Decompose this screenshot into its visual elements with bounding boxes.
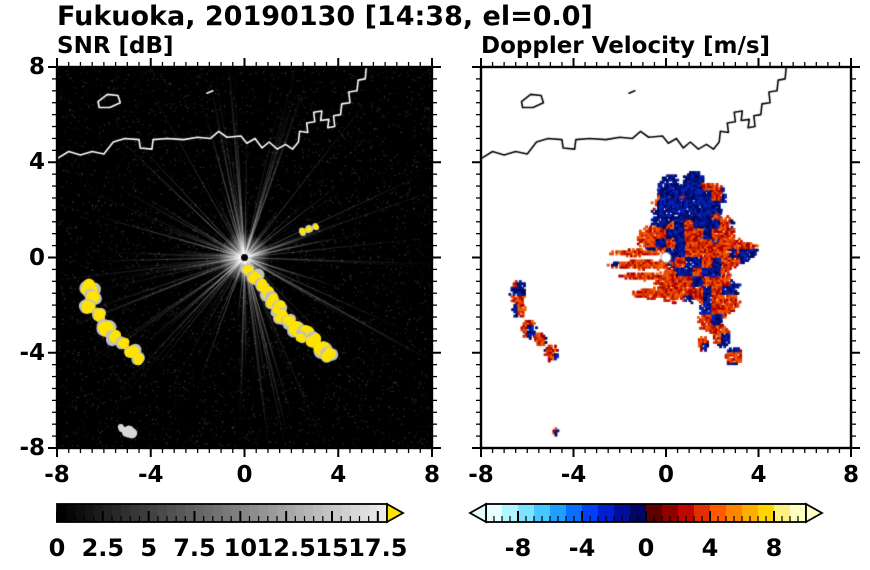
x-tick-label: -4 — [137, 462, 164, 488]
x-tick-label: 4 — [330, 462, 347, 488]
x-tick-label: 0 — [657, 462, 675, 488]
x-tick-label: 4 — [750, 462, 767, 488]
svg-text:5: 5 — [140, 534, 157, 562]
doppler-axes-frame — [472, 58, 860, 457]
svg-text:-4: -4 — [569, 534, 596, 562]
doppler-plot — [481, 67, 851, 448]
x-tick-label: 0 — [236, 462, 253, 488]
snr-axes-frame — [48, 58, 441, 457]
x-tick-label: -8 — [468, 462, 494, 488]
x-tick-label: -8 — [44, 462, 70, 488]
svg-text:0: 0 — [49, 534, 66, 562]
svg-text:12.5: 12.5 — [257, 534, 316, 562]
svg-text:8: 8 — [766, 534, 783, 562]
svg-text:10: 10 — [224, 534, 257, 562]
y-tick-label: 4 — [28, 149, 45, 176]
y-tick-label: -8 — [19, 435, 45, 461]
svg-text:4: 4 — [702, 534, 719, 562]
y-tick-label: 0 — [28, 244, 45, 271]
svg-text:2.5: 2.5 — [82, 534, 125, 562]
svg-text:17.5: 17.5 — [348, 534, 407, 562]
svg-text:-8: -8 — [505, 534, 532, 562]
x-tick-label: 8 — [842, 462, 860, 488]
snr-panel-title: SNR [dB] — [57, 33, 174, 59]
snr-colorbar: 0 2.5 5 7.5 10 12.5 15 17.5 — [49, 502, 407, 562]
y-tick-label: 8 — [28, 54, 45, 80]
figure-title: Fukuoka, 20190130 [14:38, el=0.0] — [57, 1, 593, 32]
doppler-panel-title: Doppler Velocity [m/s] — [481, 33, 771, 59]
snr-plot — [57, 67, 432, 448]
x-tick-label: -4 — [560, 462, 587, 488]
svg-text:0: 0 — [638, 534, 655, 562]
y-tick-label: -4 — [19, 339, 45, 366]
svg-text:15: 15 — [315, 534, 348, 562]
doppler-colorbar: -8 -4 0 4 8 — [468, 502, 824, 562]
svg-text:7.5: 7.5 — [173, 534, 216, 562]
x-tick-label: 8 — [423, 462, 441, 488]
